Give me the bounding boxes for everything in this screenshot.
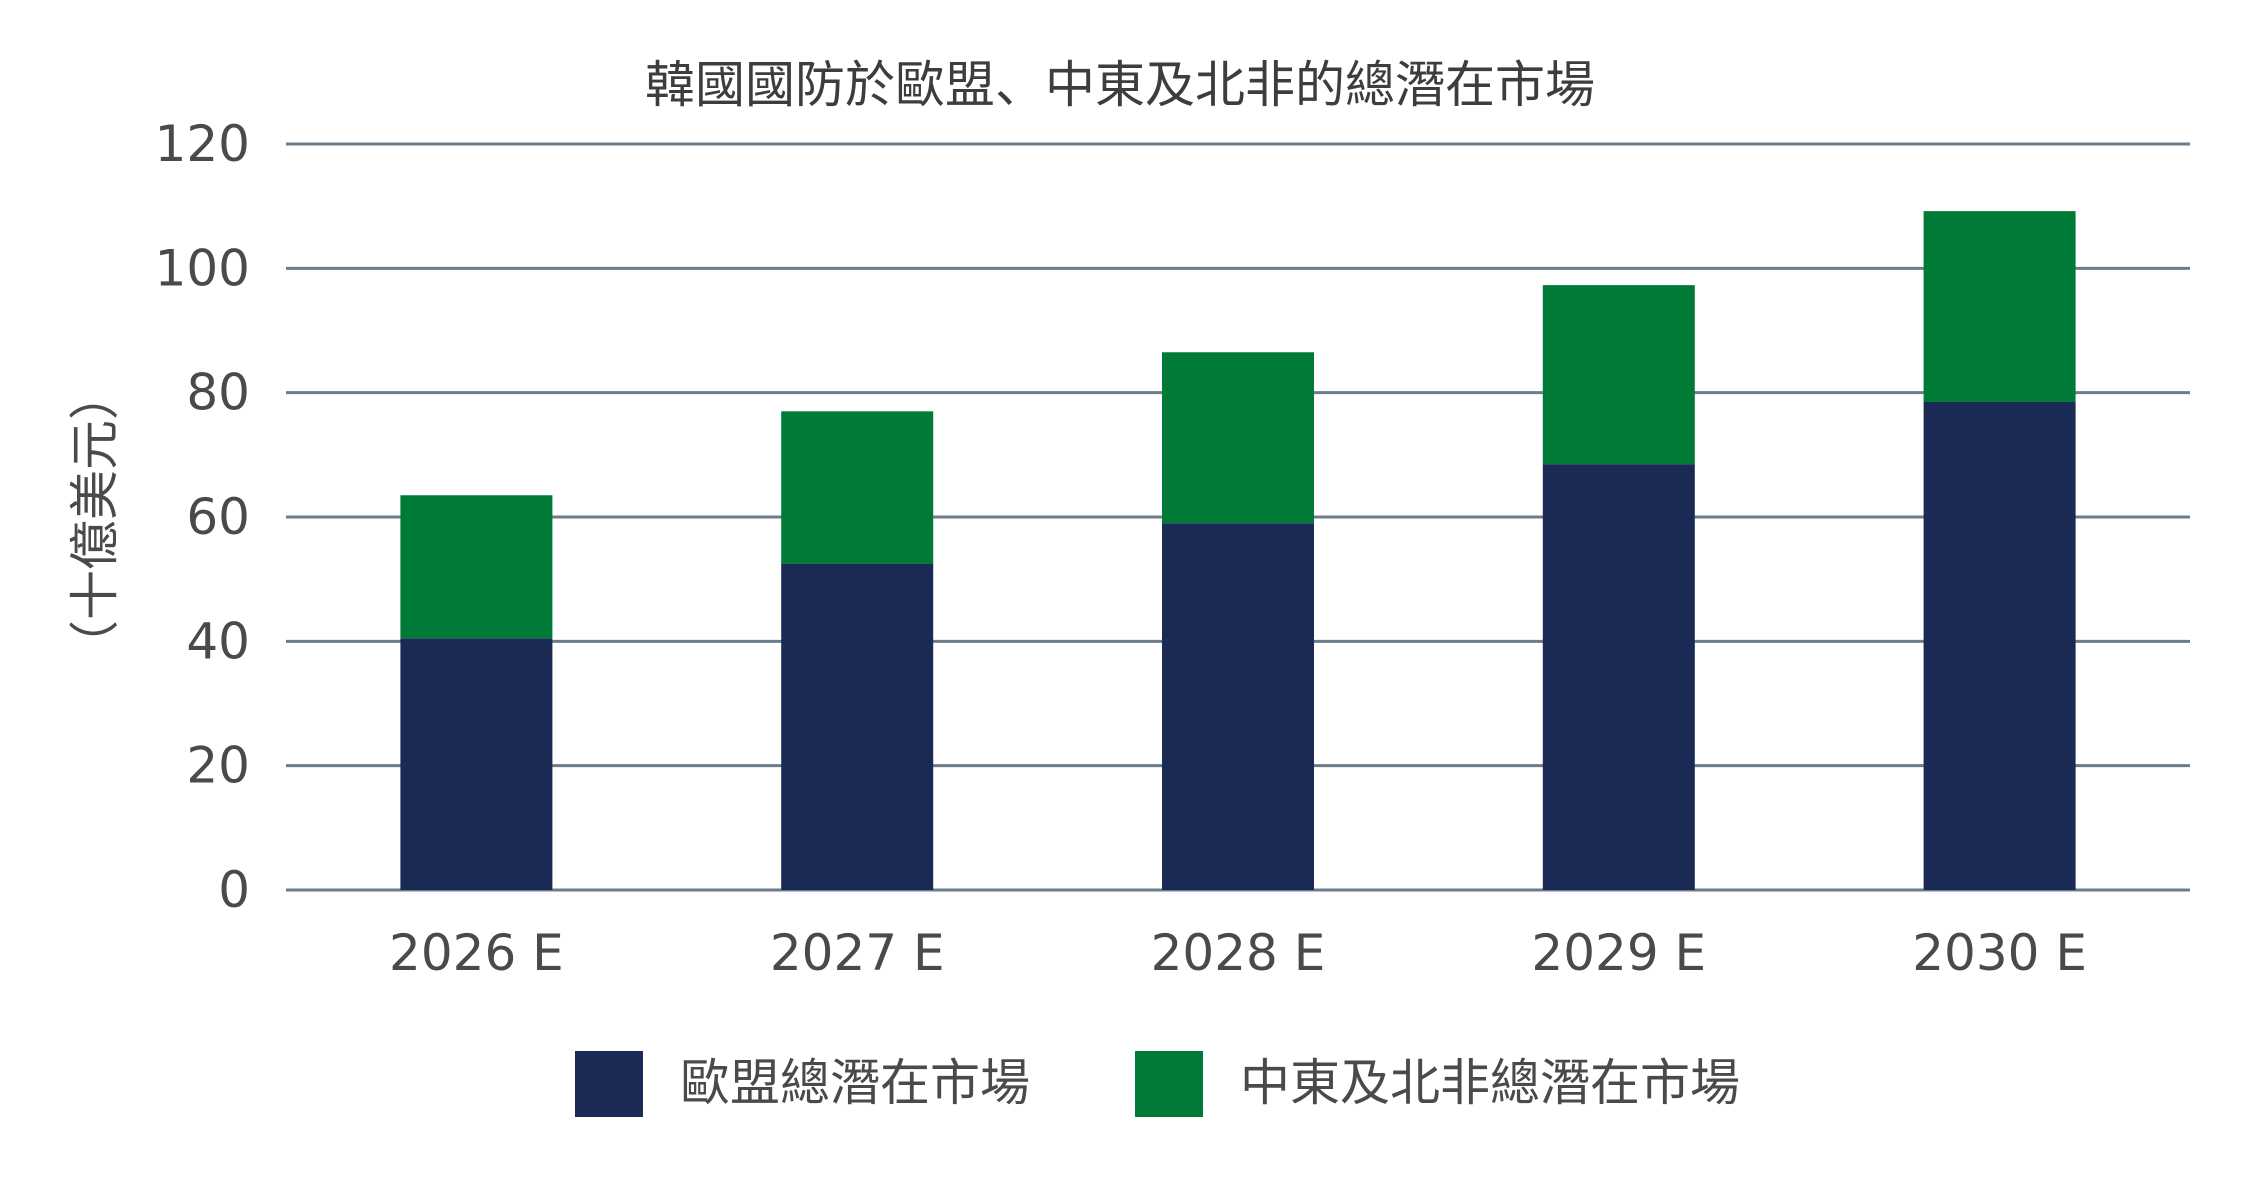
legend-label: 中東及北非總潛在市場 <box>1240 1054 1740 1112</box>
y-tick-label: 20 <box>186 737 250 795</box>
x-tick-label: 2026 E <box>389 924 564 982</box>
legend-swatch <box>1135 1051 1203 1117</box>
bar-segment-mena <box>1923 211 2076 402</box>
bars <box>400 211 2076 890</box>
bar-segment-mena <box>400 495 553 639</box>
y-tick-label: 100 <box>155 239 250 297</box>
bar-segment-mena <box>781 411 934 564</box>
x-tick-label: 2030 E <box>1912 924 2087 982</box>
y-tick-label: 0 <box>218 861 250 919</box>
legend-label: 歐盟總潛在市場 <box>680 1054 1030 1112</box>
x-axis-ticks: 2026 E 2027 E 2028 E 2029 E 2030 E <box>389 924 2087 982</box>
bar-segment-eu <box>1162 523 1314 890</box>
bar-segment-eu <box>400 638 553 890</box>
bar-segment-eu <box>781 563 934 890</box>
bar-segment-eu <box>1542 464 1695 890</box>
x-tick-label: 2029 E <box>1531 924 1706 982</box>
x-tick-label: 2028 E <box>1151 924 1326 982</box>
legend-swatch <box>575 1051 643 1117</box>
bar-segment-mena <box>1162 352 1314 524</box>
y-axis-ticks: 0 20 40 60 80 100 120 <box>155 115 250 919</box>
legend: 歐盟總潛在市場 中東及北非總潛在市場 <box>575 1051 1740 1117</box>
y-tick-label: 120 <box>155 115 250 173</box>
chart-title: 韓國國防於歐盟、中東及北非的總潛在市場 <box>645 56 1595 114</box>
y-tick-label: 80 <box>186 364 250 422</box>
bar-segment-eu <box>1923 401 2076 890</box>
y-tick-label: 60 <box>186 488 250 546</box>
y-axis-label: （十億美元） <box>66 370 124 670</box>
y-tick-label: 40 <box>186 612 250 670</box>
x-tick-label: 2027 E <box>770 924 945 982</box>
bar-segment-mena <box>1542 285 1695 465</box>
